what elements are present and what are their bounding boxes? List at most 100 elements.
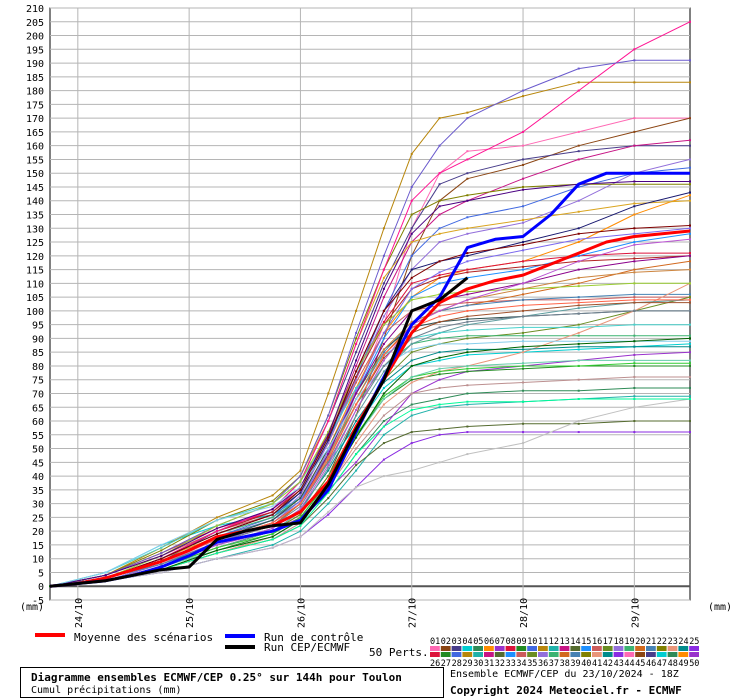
legend-pert-swatch (646, 646, 656, 651)
series-point (633, 271, 636, 274)
series-line-p06 (49, 194, 691, 587)
legend-pert-swatch (516, 652, 527, 657)
series-point (382, 323, 385, 326)
series-line-run-cep-ecmwf (49, 276, 469, 588)
series-point (689, 345, 691, 348)
series-point (577, 285, 580, 288)
series-point (355, 342, 358, 345)
legend-pert-swatch (635, 646, 645, 651)
series-point (271, 513, 274, 516)
series-point (410, 254, 413, 257)
series-point (299, 524, 302, 527)
grid (49, 7, 691, 601)
legend-pert-swatch (527, 652, 537, 657)
series-point (577, 422, 580, 425)
legend-pert-number: 04 (462, 637, 472, 647)
y-tick-label: 170 (26, 114, 44, 125)
series-point (466, 342, 469, 345)
series-point (215, 530, 218, 533)
series-point (299, 469, 302, 472)
series-point (466, 150, 469, 153)
legend-pert-swatch (505, 652, 516, 657)
y-tick-label: 65 (32, 403, 44, 414)
series-point (522, 163, 525, 166)
series-point (689, 232, 691, 235)
legend-pert-swatch (592, 652, 602, 657)
series-point (466, 400, 469, 403)
series-point (299, 475, 302, 478)
series-point (299, 491, 302, 494)
series-point (438, 315, 441, 318)
series-point (522, 89, 525, 92)
y-tick-label: -5 (32, 596, 44, 607)
series-point (382, 309, 385, 312)
series-point (355, 469, 358, 472)
legend-pert-swatch (656, 646, 667, 651)
run-info: Ensemble ECMWF/CEP du 23/10/2024 - 18Z (450, 669, 679, 680)
legend-pert-number: 26 (430, 659, 440, 669)
y-tick-label: 185 (26, 73, 44, 84)
series-point (466, 384, 469, 387)
legend-pert-number: 24 (678, 637, 688, 647)
series-point (410, 276, 413, 279)
y-tick-label: 15 (32, 541, 44, 552)
series-point (438, 386, 441, 389)
y-tick-label: 110 (26, 279, 44, 290)
x-date-label: 27/10 (408, 598, 419, 628)
series-point (271, 546, 274, 549)
series-point (522, 287, 525, 290)
series-point (355, 337, 358, 340)
title-box: Diagramme ensembles ECMWF/CEP 0.25° sur … (20, 667, 444, 698)
series-point (215, 543, 218, 546)
series-point (633, 431, 636, 434)
series-point (215, 532, 218, 535)
series-point (633, 334, 636, 337)
series-point (522, 282, 525, 285)
series-point (438, 433, 441, 436)
series-point (355, 331, 358, 334)
series-point (466, 177, 469, 180)
legend-pert-number: 28 (452, 659, 462, 669)
series-point (689, 144, 691, 147)
series-point (355, 309, 358, 312)
series-point (633, 340, 636, 343)
series-point (160, 554, 163, 557)
series-point (522, 348, 525, 351)
series-point (299, 480, 302, 483)
legend-pert-number: 37 (549, 659, 559, 669)
series-point (271, 527, 274, 530)
legend-pert-swatch (592, 646, 602, 651)
series-point (299, 505, 302, 508)
series-point (689, 268, 691, 271)
series-point (522, 221, 525, 224)
series-point (522, 249, 525, 252)
series-point (466, 298, 469, 301)
series-point (327, 450, 330, 453)
legend-label-mean: Moyenne des scénarios (74, 631, 213, 644)
series-point (466, 318, 469, 321)
series-point (577, 345, 580, 348)
series-line-p44 (49, 340, 690, 587)
legend-pert-number: 38 (560, 659, 570, 669)
series-point (633, 59, 636, 62)
legend-pert-number: 34 (516, 659, 526, 669)
series-point (689, 139, 691, 142)
series-line-p16 (49, 296, 690, 587)
series-point (466, 254, 469, 257)
series-point (382, 403, 385, 406)
series-point (382, 425, 385, 428)
series-point (689, 351, 691, 354)
series-point (215, 552, 218, 555)
series-point (382, 268, 385, 271)
y-tick-label: 75 (32, 376, 44, 387)
series-point (466, 252, 469, 255)
y-tick-label: 175 (26, 100, 44, 111)
series-point (689, 296, 691, 299)
series-point (271, 510, 274, 513)
series-point (689, 337, 691, 340)
legend-pert-swatch (473, 646, 483, 651)
series-point (689, 340, 691, 343)
series-point (355, 364, 358, 367)
legend-pert-swatch (689, 652, 699, 657)
series-point (466, 304, 469, 307)
